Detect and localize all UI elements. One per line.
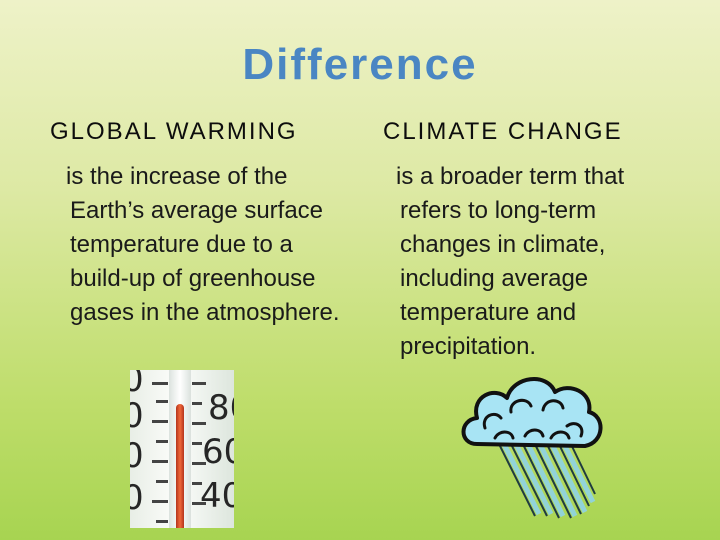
global-warming-heading: GLOBAL WARMING [50,118,298,145]
rain-streaks [494,435,596,519]
thermometer-right-label: 80 [208,388,234,428]
thermometer-left-label: 0 [130,396,144,436]
thermometer-left-label: 0 [130,478,144,518]
thermometer-left-label: 0 [130,436,144,476]
climate-change-heading: CLIMATE CHANGE [383,118,623,145]
global-warming-definition: is the increase of the Earth’s average s… [66,163,340,326]
thermometer-image: 0 0 0 0 80 60 40 [130,370,234,528]
mercury-column [176,404,184,528]
rain-cloud-image [461,377,603,519]
climate-change-definition: is a broader term that refers to long-te… [396,163,625,360]
thermometer-right-label: 60 [202,432,234,472]
cloud-shape [461,377,603,448]
thermometer-right-label: 40 [200,476,234,516]
slide-title: Difference [242,40,478,89]
thermometer-left-label: 0 [130,370,144,400]
